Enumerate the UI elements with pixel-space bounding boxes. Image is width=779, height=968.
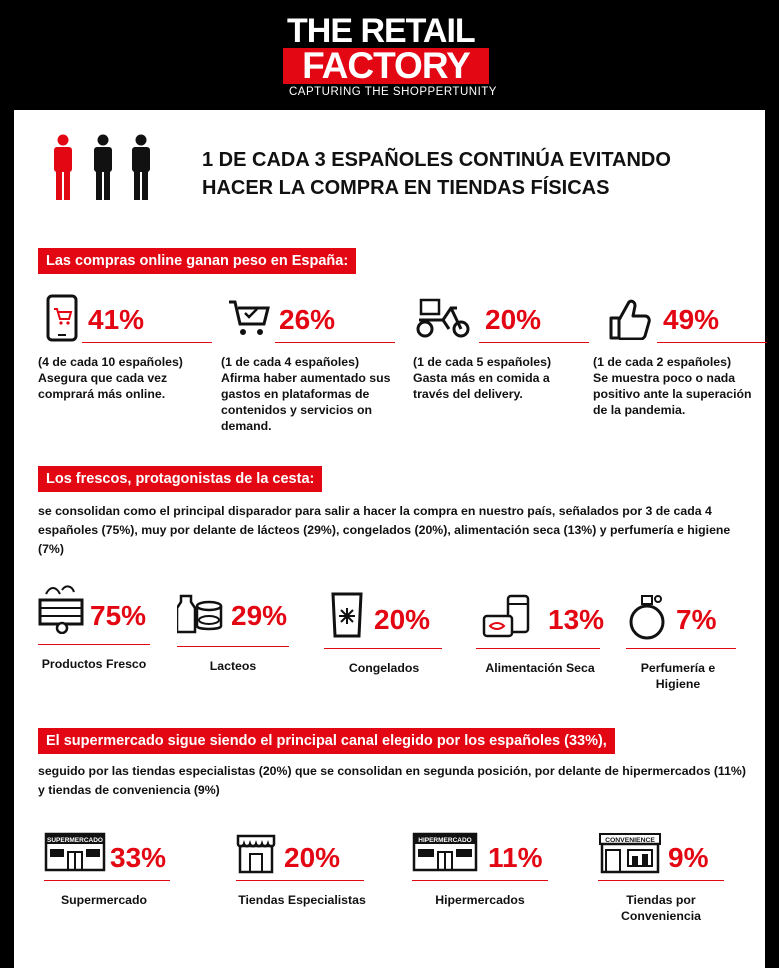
delivery-scooter-icon <box>415 298 473 338</box>
stat-rule <box>626 648 736 649</box>
supermarket-icon-label: SUPERMERCADO <box>47 837 103 844</box>
brand-logo: THE RETAIL FACTORY CAPTURING THE SHOPPER… <box>283 12 496 100</box>
dairy-icon <box>177 586 225 636</box>
stat-percentage: 9% <box>668 842 709 873</box>
stat-percentage: 49% <box>663 304 720 335</box>
headline-line1: 1 DE CADA 3 ESPAÑOLES CONTINÚA EVITANDO <box>202 149 671 171</box>
stat-text: Afirma haber aumentado sus gastos en pla… <box>221 371 391 433</box>
stat-text: Se muestra poco o nada positivo ante la … <box>593 371 752 417</box>
stat-percentage: 26% <box>279 304 336 335</box>
stat-text: Gasta más en comida a través del deliver… <box>413 371 550 401</box>
stat-percentage: 20% <box>374 604 431 635</box>
stat-percentage: 20% <box>485 304 542 335</box>
frozen-bag-icon <box>330 592 364 638</box>
logo-line2: FACTORY <box>283 47 489 84</box>
headline: 1 DE CADA 3 ESPAÑOLES CONTINÚA EVITANDO … <box>202 146 742 202</box>
stat-rule <box>598 880 724 881</box>
stat-label: Congelados <box>348 661 420 675</box>
stat-rule <box>476 648 600 649</box>
person-icon-black <box>94 134 112 200</box>
stat-percentage: 29% <box>231 600 288 631</box>
stat-description: (1 de cada 2 españoles) Se muestra poco … <box>593 354 753 418</box>
fresh-paragraph: se consolidan como el principal disparad… <box>38 504 731 556</box>
canned-food-icon <box>482 594 532 640</box>
stat-rule <box>236 880 364 881</box>
stat-rule <box>82 342 212 343</box>
stat-label: Perfumería e Higiene <box>640 661 716 691</box>
convenience-store-icon: CONVENIENCE <box>598 832 662 874</box>
stat-rule <box>657 342 767 343</box>
stat-label: Tiendas Especialistas <box>238 893 366 907</box>
channels-paragraph: seguido por las tiendas especialistas (2… <box>38 764 746 797</box>
channels-section-title: El supermercado sigue siendo el principa… <box>38 728 615 754</box>
stat-percentage: 20% <box>284 842 341 873</box>
stat-label: Tiendas por Conveniencia <box>621 893 701 923</box>
stat-rule <box>38 644 150 645</box>
supermarket-icon: SUPERMERCADO <box>44 832 106 872</box>
stat-label: Alimentación Seca <box>485 661 595 675</box>
content-panel: 1 DE CADA 3 ESPAÑOLES CONTINÚA EVITANDO … <box>14 110 767 968</box>
logo-line1: THE RETAIL <box>287 12 476 50</box>
stat-percentage: 7% <box>676 604 717 635</box>
stat-rule <box>275 342 395 343</box>
stat-rule <box>412 880 548 881</box>
thumbs-up-icon <box>607 298 651 340</box>
stat-rule <box>479 342 589 343</box>
logo-tagline: CAPTURING THE SHOPPERTUNITY <box>289 86 497 98</box>
stat-description: (1 de cada 4 españoles) Afirma haber aum… <box>221 354 391 434</box>
stat-rule <box>177 646 289 647</box>
stat-description: (1 de cada 5 españoles) Gasta más en com… <box>413 354 578 402</box>
stat-rule <box>324 648 442 649</box>
stat-label: Supermercado <box>60 893 148 907</box>
stat-percentage: 33% <box>110 842 167 873</box>
stat-percentage: 41% <box>88 304 145 335</box>
stat-percentage: 11% <box>488 842 543 873</box>
stat-description: (4 de cada 10 españoles) Asegura que cad… <box>38 354 208 402</box>
stat-label: Lacteos <box>209 659 257 673</box>
stat-rule <box>44 880 170 881</box>
hypermarket-icon-label: HIPERMERCADO <box>418 837 471 844</box>
shopping-cart-check-icon <box>227 298 271 338</box>
stat-percentage: 75% <box>90 600 147 631</box>
headline-line2: HACER LA COMPRA EN TIENDAS FÍSICAS <box>202 177 610 199</box>
person-icon-red <box>54 134 72 200</box>
person-icon-black <box>132 134 150 200</box>
specialist-store-icon <box>236 832 276 874</box>
header-bar: THE RETAIL FACTORY CAPTURING THE SHOPPER… <box>0 0 779 110</box>
convenience-icon-label: CONVENIENCE <box>605 837 655 844</box>
stat-sub: (1 de cada 2 españoles) <box>593 355 732 369</box>
people-icons <box>46 134 156 204</box>
vegetable-crate-icon <box>38 584 84 634</box>
stat-sub: (1 de cada 4 españoles) <box>221 355 360 369</box>
perfume-bottle-icon <box>628 594 670 640</box>
stat-sub: (4 de cada 10 españoles) <box>38 355 183 369</box>
stat-percentage: 13% <box>548 604 605 635</box>
stat-label: Productos Fresco <box>41 657 147 671</box>
online-section-title: Las compras online ganan peso en España: <box>38 248 357 274</box>
stat-label: Hipermercados <box>435 893 525 907</box>
stat-text: Asegura que cada vez comprará más online… <box>38 371 168 401</box>
smartphone-cart-icon <box>46 294 78 342</box>
stat-sub: (1 de cada 5 españoles) <box>413 355 552 369</box>
fresh-section-title: Los frescos, protagonistas de la cesta: <box>38 466 323 492</box>
hypermarket-icon: HIPERMERCADO <box>412 832 478 872</box>
